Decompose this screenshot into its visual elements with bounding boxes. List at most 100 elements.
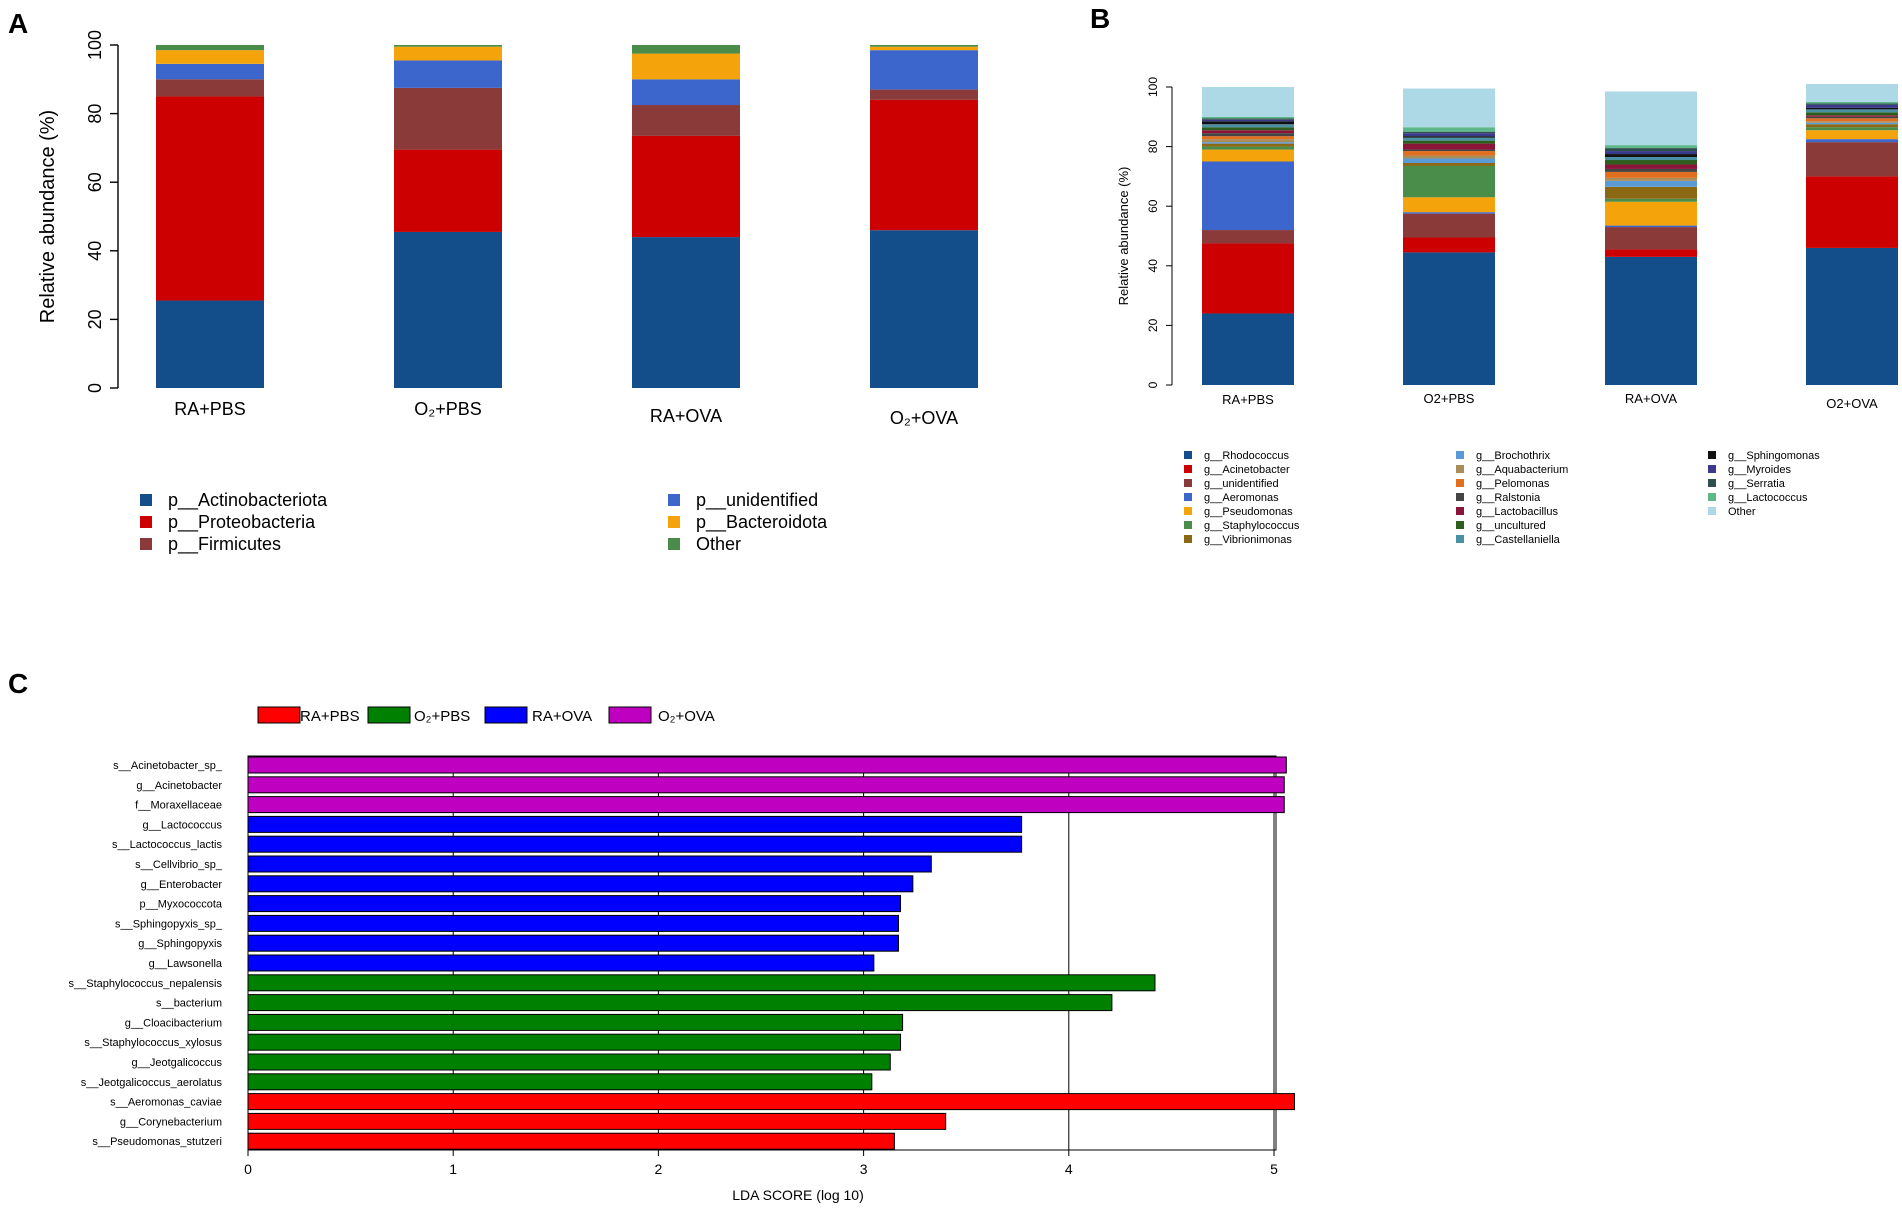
legend-swatch — [1456, 465, 1464, 473]
bar-segment-g-pelomonas — [1202, 136, 1294, 140]
lda-bar-f-moraxellaceae — [247, 796, 1285, 814]
legend-label: p__unidentified — [696, 490, 818, 511]
bar-segment-p-unidentified — [870, 50, 978, 90]
bar-segment-g-staphylococcus — [1605, 198, 1697, 202]
bar-segment-p-proteobacteria — [632, 135, 740, 238]
panel-label-c: C — [8, 668, 28, 699]
bar-label: g__Acinetobacter — [136, 780, 222, 792]
bar-segment-g-unidentified — [1202, 230, 1294, 244]
legend-label: g__Serratia — [1728, 478, 1786, 490]
legend-swatch — [1456, 493, 1464, 501]
bar-segment-p-firmicutes — [394, 87, 502, 150]
bar-segment-g-myroides — [1202, 119, 1294, 122]
legend-swatch — [1184, 465, 1192, 473]
y-tick-label: 100 — [1146, 77, 1160, 97]
bar-label: s__Staphylococcus_nepalensis — [69, 978, 223, 990]
bar-segment-g-brochothrix — [1403, 158, 1495, 163]
bar-segment-g-brochothrix — [1202, 142, 1294, 144]
legend-swatch-o-ova — [608, 706, 652, 724]
bar-segment-g-sphingomonas — [1605, 154, 1697, 158]
panel-c: C RA+PBS O₂+PBS RA+OVA O₂+OVA 0 1 2 3 4 5 LDA SCOR… — [8, 668, 1296, 1203]
legend-label: g__Lactococcus — [1728, 492, 1808, 504]
bar-segment-g-acinetobacter — [1605, 249, 1697, 257]
legend-label: Other — [696, 534, 741, 554]
lda-bar-g-corynebacterium — [247, 1112, 947, 1130]
legend-label: g__Brochothrix — [1476, 450, 1550, 462]
bar-segment-p-firmicutes — [632, 105, 740, 136]
y-tick-label: 0 — [85, 383, 105, 393]
lda-bar-s-aeromonas-caviae — [247, 1093, 1296, 1111]
lda-bar-s-bacterium — [247, 994, 1113, 1012]
legend-label: RA+PBS — [300, 708, 360, 725]
bar-segment-g-acinetobacter — [1202, 243, 1294, 314]
category-label: O2+PBS — [1424, 391, 1475, 406]
y-axis-label: Relative abundance (%) — [1116, 167, 1131, 306]
legend-swatch — [1456, 521, 1464, 529]
plot-frame — [247, 755, 1277, 1151]
bar-segment-g-vibrionimonas — [1806, 124, 1898, 128]
bar-segment-g-acinetobacter — [1403, 237, 1495, 253]
panel-label-b: B — [1090, 3, 1110, 34]
legend-swatch — [1184, 493, 1192, 501]
bar-segment-p-actinobacteriota — [632, 237, 740, 388]
bar-segment-g-sphingomonas — [1202, 121, 1294, 125]
bar-segment-g-aeromonas — [1806, 139, 1898, 143]
bar-label: g__Lactococcus — [143, 819, 223, 831]
legend-swatch-o-pbs — [367, 706, 411, 724]
bar-label: g__Jeotgalicoccus — [131, 1057, 222, 1069]
legend-label: p__Firmicutes — [168, 534, 281, 555]
bar-segment-other — [632, 45, 740, 54]
bar-segment-g-pelomonas — [1605, 171, 1697, 178]
bar-segment-g-rhodococcus — [1605, 256, 1697, 385]
legend-label: O₂+OVA — [658, 708, 715, 725]
legend-label: g__unidentified — [1204, 478, 1279, 490]
bar-segment-g-staphylococcus — [1202, 146, 1294, 150]
lda-bar-s-staphylococcus-xylosus — [247, 1033, 902, 1051]
y-tick-label: 20 — [1146, 318, 1160, 332]
bar-segment-g-aeromonas — [1605, 225, 1697, 228]
y-tick-label: 40 — [1146, 259, 1160, 273]
legend-label: g__Pseudomonas — [1204, 506, 1293, 518]
bar-label: g__Cloacibacterium — [125, 1017, 222, 1029]
bar-segment-g-pelomonas — [1806, 118, 1898, 122]
bar-segment-g-ralstonia — [1403, 149, 1495, 152]
bar-segment-g-lactobacillus — [1605, 164, 1697, 169]
bar-segment-g-sphingomonas — [1806, 107, 1898, 110]
lda-bar-g-enterobacter — [247, 875, 914, 893]
bar-segment-other — [1202, 87, 1294, 117]
bar-segment-g-lactobacillus — [1806, 115, 1898, 117]
legend-label: g__Aeromonas — [1204, 492, 1279, 504]
lda-bar-g-lactococcus — [247, 815, 1023, 833]
lda-bar-g-acinetobacter — [247, 776, 1285, 794]
bar-label: s__Sphingopyxis_sp_ — [115, 918, 223, 930]
bar-segment-p-firmicutes — [156, 79, 264, 97]
bar-segment-g-myroides — [1403, 133, 1495, 137]
lda-bar-s-cellvibrio-sp — [247, 855, 932, 873]
lda-bar-s-jeotgalicoccus-aerolatus — [247, 1073, 873, 1091]
bar-segment-p-proteobacteria — [394, 149, 502, 232]
bar-segment-other — [1605, 91, 1697, 146]
bar-segment-other — [394, 45, 502, 47]
bar-segment-g-staphylococcus — [1403, 165, 1495, 198]
bar-segment-g-serratia — [1202, 118, 1294, 120]
legend-swatch — [668, 494, 680, 506]
bar-segment-g-pseudomonas — [1202, 149, 1294, 162]
lda-bar-s-staphylococcus-nepalensis — [247, 974, 1156, 992]
x-axis-label: LDA SCORE (log 10) — [732, 1187, 864, 1203]
bar-segment-g-lactococcus — [1605, 145, 1697, 149]
bar-segment-other — [1403, 88, 1495, 128]
bar-segment-g-lactococcus — [1806, 101, 1898, 104]
x-tick-label: 3 — [860, 1161, 868, 1177]
legend-label: g__Ralstonia — [1476, 492, 1541, 504]
bar-segment-g-unidentified — [1605, 227, 1697, 250]
bar-label: s__Cellvibrio_sp_ — [135, 859, 223, 871]
y-tick-label: 0 — [1146, 381, 1160, 388]
bar-segment-g-castellaniella — [1403, 137, 1495, 141]
bar-segment-p-actinobacteriota — [394, 231, 502, 388]
legend-label: g__Aquabacterium — [1476, 464, 1568, 476]
y-tick-label: 20 — [85, 309, 105, 329]
bar-segment-p-actinobacteriota — [870, 230, 978, 388]
bar-segment-g-ralstonia — [1202, 133, 1294, 137]
legend-swatch — [1184, 451, 1192, 459]
